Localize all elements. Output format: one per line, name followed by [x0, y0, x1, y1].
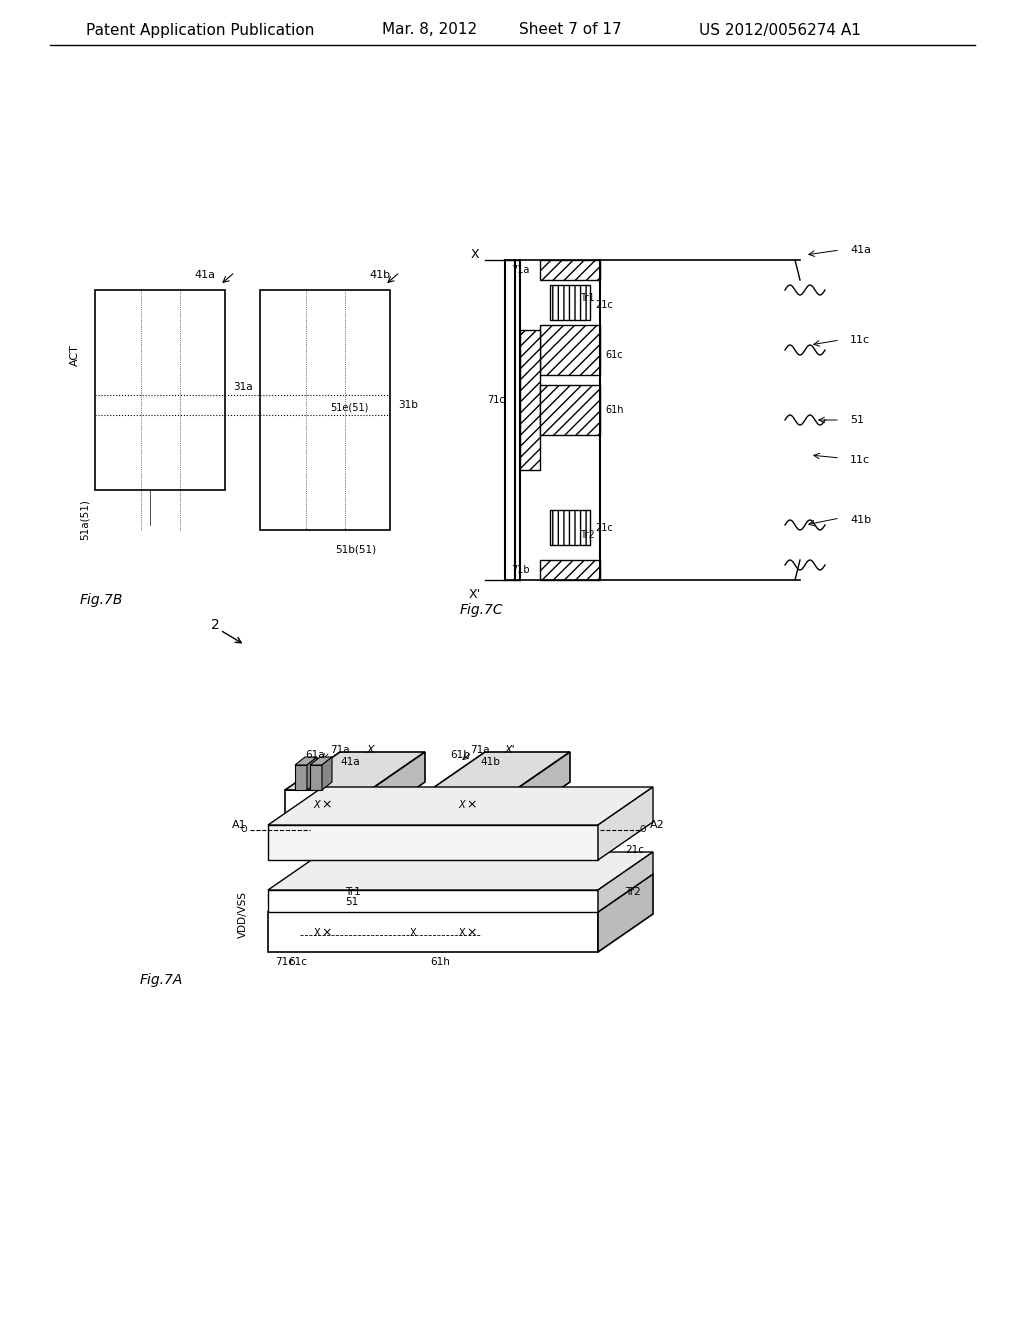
- Text: X: X: [459, 928, 465, 939]
- Text: Tr1: Tr1: [580, 293, 595, 304]
- Text: 41b: 41b: [480, 756, 500, 767]
- Text: 21c: 21c: [595, 523, 612, 533]
- Text: 41a: 41a: [850, 246, 871, 255]
- Text: ACT: ACT: [70, 345, 80, 366]
- Polygon shape: [310, 756, 332, 766]
- Polygon shape: [322, 756, 332, 789]
- Text: O: O: [241, 825, 247, 834]
- Polygon shape: [598, 787, 653, 861]
- Text: ×: ×: [322, 799, 332, 812]
- Text: 51a(51): 51a(51): [80, 499, 90, 540]
- Polygon shape: [268, 890, 598, 912]
- Polygon shape: [310, 766, 322, 789]
- Text: 31a: 31a: [233, 381, 253, 392]
- Text: X': X': [505, 744, 515, 755]
- Polygon shape: [515, 752, 570, 820]
- Text: 51b(51): 51b(51): [335, 545, 376, 554]
- Text: 41b: 41b: [850, 515, 871, 525]
- Polygon shape: [295, 756, 317, 766]
- Polygon shape: [430, 789, 515, 820]
- Text: ×: ×: [467, 927, 477, 940]
- Text: Tr2: Tr2: [580, 531, 595, 540]
- Text: 71a: 71a: [470, 744, 489, 755]
- Polygon shape: [285, 789, 370, 820]
- Bar: [95, 290, 225, 490]
- Text: 11c: 11c: [850, 335, 870, 345]
- Text: X: X: [471, 248, 479, 261]
- Text: 41a: 41a: [340, 756, 359, 767]
- Text: 51e(51): 51e(51): [330, 403, 369, 412]
- Text: 41b: 41b: [370, 271, 390, 280]
- Text: 71b: 71b: [511, 565, 530, 576]
- Text: ×: ×: [322, 927, 332, 940]
- Bar: [550, 285, 590, 319]
- Text: Fig.7C: Fig.7C: [460, 603, 504, 616]
- Polygon shape: [268, 787, 653, 825]
- Text: 51: 51: [850, 414, 864, 425]
- Text: X: X: [367, 744, 374, 755]
- Bar: [540, 325, 600, 375]
- Text: 51: 51: [345, 898, 358, 907]
- Text: Tr2: Tr2: [625, 887, 641, 898]
- Text: X: X: [410, 928, 417, 939]
- Polygon shape: [268, 825, 598, 861]
- Bar: [260, 290, 390, 531]
- Text: 71a: 71a: [330, 744, 349, 755]
- Text: 61h: 61h: [430, 957, 450, 968]
- Text: 31b: 31b: [398, 400, 418, 411]
- Text: X: X: [459, 800, 465, 810]
- Text: VDD/VSS: VDD/VSS: [238, 891, 248, 939]
- Text: 41a: 41a: [195, 271, 215, 280]
- Text: 71c: 71c: [275, 957, 294, 968]
- Polygon shape: [295, 766, 307, 789]
- Polygon shape: [370, 752, 425, 820]
- Bar: [550, 510, 590, 545]
- Text: 71a: 71a: [512, 265, 530, 275]
- Bar: [540, 260, 600, 280]
- Text: 21c: 21c: [625, 845, 644, 855]
- Text: 61c: 61c: [288, 957, 307, 968]
- Polygon shape: [268, 912, 598, 952]
- Text: X': X': [469, 589, 481, 602]
- Polygon shape: [430, 752, 570, 789]
- Text: 61b: 61b: [450, 750, 470, 760]
- Bar: [540, 560, 600, 579]
- Text: Tr1: Tr1: [345, 887, 360, 898]
- Text: X: X: [313, 800, 321, 810]
- Polygon shape: [598, 874, 653, 952]
- Bar: [520, 330, 540, 470]
- Polygon shape: [307, 756, 317, 789]
- Text: 21c: 21c: [595, 300, 612, 310]
- Text: 61h: 61h: [605, 405, 624, 414]
- Polygon shape: [598, 851, 653, 912]
- Text: 61a: 61a: [305, 750, 325, 760]
- Polygon shape: [268, 851, 653, 890]
- Text: 61c: 61c: [605, 350, 623, 360]
- Polygon shape: [285, 752, 425, 789]
- Text: O: O: [640, 825, 646, 834]
- Text: Patent Application Publication: Patent Application Publication: [86, 22, 314, 37]
- Text: A2: A2: [650, 820, 665, 830]
- Polygon shape: [268, 874, 653, 912]
- Text: A1: A1: [232, 820, 247, 830]
- Text: 11c: 11c: [850, 455, 870, 465]
- Text: Fig.7B: Fig.7B: [80, 593, 123, 607]
- Text: Fig.7A: Fig.7A: [140, 973, 183, 987]
- Text: Mar. 8, 2012: Mar. 8, 2012: [382, 22, 477, 37]
- Text: 71c: 71c: [487, 395, 505, 405]
- Text: US 2012/0056274 A1: US 2012/0056274 A1: [699, 22, 861, 37]
- Text: Sheet 7 of 17: Sheet 7 of 17: [519, 22, 622, 37]
- Text: X: X: [313, 928, 321, 939]
- Text: 2: 2: [211, 618, 219, 632]
- Bar: [540, 385, 600, 436]
- Text: ×: ×: [467, 799, 477, 812]
